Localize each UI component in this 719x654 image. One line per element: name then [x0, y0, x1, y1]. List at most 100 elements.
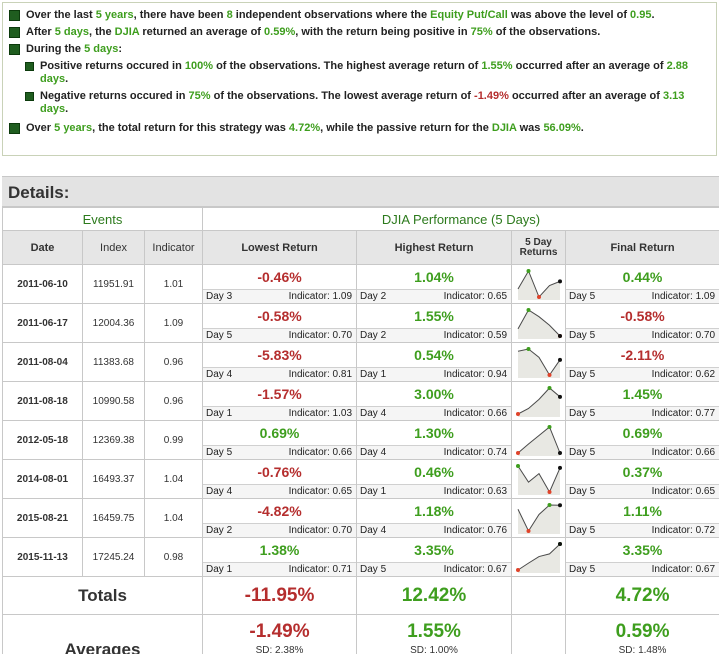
low-return-meta: Day 1 Indicator: 0.71 — [203, 562, 357, 576]
final-return-day: Day 5 — [569, 486, 596, 497]
low-return-cell: -1.57% Day 1 Indicator: 1.03 — [202, 381, 358, 421]
sparkline-cell — [511, 498, 567, 538]
sparkline-chart — [515, 542, 562, 573]
summary-sub-text-1: Positive returns occured in 100% of the … — [40, 60, 689, 85]
final-return-value: -0.58% — [620, 308, 665, 324]
high-return-day: Day 1 — [360, 369, 387, 380]
low-return-cell: -5.83% Day 4 Indicator: 0.81 — [202, 342, 358, 382]
table-row[interactable]: 2015-11-13 17245.24 0.98 1.38% Day 1 Indicato… — [2, 537, 719, 577]
bullet-icon — [9, 44, 20, 55]
table-row[interactable]: 2015-08-21 16459.75 1.04 -4.82% Day 2 Indicat… — [2, 498, 719, 538]
sparkline-chart — [517, 308, 562, 339]
bullet-icon — [25, 62, 34, 71]
final-return-value: 0.69% — [622, 425, 663, 441]
summary-bullet-4: Over 5 years, the total return for this … — [9, 122, 712, 135]
high-return-meta: Day 1 Indicator: 0.63 — [357, 484, 512, 498]
high-return-indicator: Indicator: 0.59 — [443, 330, 508, 341]
low-return-indicator: Indicator: 0.81 — [288, 369, 353, 380]
low-return-value: -0.76% — [257, 464, 302, 480]
row-indicator: 0.99 — [143, 420, 204, 460]
low-return-cell: 1.38% Day 1 Indicator: 0.71 — [202, 537, 358, 577]
final-return-day: Day 5 — [569, 330, 596, 341]
high-return-value: 3.35% — [414, 542, 454, 558]
low-return-day: Day 3 — [206, 291, 233, 302]
sparkline-line — [517, 426, 560, 454]
row-indicator: 1.04 — [143, 498, 204, 538]
table-row[interactable]: 2011-08-04 11383.68 0.96 -5.83% Day 4 Indicat… — [2, 342, 719, 382]
final-return-indicator: Indicator: 0.77 — [651, 408, 716, 419]
high-return-meta: Day 4 Indicator: 0.74 — [357, 445, 512, 459]
table-row[interactable]: 2012-05-18 12369.38 0.99 0.69% Day 5 Indicato… — [2, 420, 719, 460]
header-index[interactable]: Index — [82, 230, 145, 265]
table-row[interactable]: 2014-08-01 16493.37 1.04 -0.76% Day 4 Indicat… — [2, 459, 719, 499]
averages-row: Averages -1.49% SD: 2.38% 1.55% SD: 1.00% … — [1, 614, 719, 654]
high-return-indicator: Indicator: 0.65 — [443, 291, 508, 302]
low-return-day: Day 4 — [206, 486, 233, 497]
table-row[interactable]: 2011-06-17 12004.36 1.09 -0.58% Day 5 Indicat… — [2, 303, 719, 343]
low-return-value: -5.83% — [257, 347, 302, 363]
final-return-cell: -0.58% Day 5 Indicator: 0.70 — [565, 303, 719, 343]
sparkline-chart — [515, 464, 562, 495]
sparkline-last-point — [557, 279, 562, 284]
low-return-indicator: Indicator: 0.70 — [288, 330, 353, 341]
totals-spark-empty — [511, 576, 567, 615]
sparkline-cell — [511, 537, 567, 577]
sparkline-last-point — [557, 357, 562, 362]
table-row[interactable]: 2011-08-18 10990.58 0.96 -1.57% Day 1 Indicat… — [2, 381, 719, 421]
row-date: 2014-08-01 — [2, 459, 83, 499]
row-indicator: 0.98 — [143, 537, 204, 577]
low-return-day: Day 5 — [206, 330, 233, 341]
column-header-row: Date Index Indicator Lowest Return Highe… — [2, 230, 719, 265]
row-date: 2012-05-18 — [2, 420, 83, 460]
final-return-cell: -2.11% Day 5 Indicator: 0.62 — [565, 342, 719, 382]
sparkline-last-point — [557, 503, 562, 508]
summary-sub-text-2: Negative returns occured in 75% of the o… — [40, 90, 685, 115]
final-return-meta: Day 5 Indicator: 0.77 — [566, 406, 719, 420]
header-5-day-returns[interactable]: 5 Day Returns — [511, 230, 567, 265]
low-return-value: -0.46% — [257, 269, 302, 285]
high-return-meta: Day 1 Indicator: 0.94 — [357, 367, 512, 381]
high-return-value: 1.30% — [414, 425, 454, 441]
sparkline-last-point — [557, 451, 562, 455]
averages-highest-value: 1.55% — [407, 621, 461, 642]
final-return-cell: 0.69% Day 5 Indicator: 0.66 — [565, 420, 719, 460]
low-return-day: Day 4 — [206, 369, 233, 380]
summary-text-3: During the 5 days: — [26, 43, 122, 55]
totals-final: 4.72% — [565, 576, 719, 615]
sparkline-low-point — [515, 412, 520, 416]
header-final-return[interactable]: Final Return — [565, 230, 719, 265]
low-return-cell: -4.82% Day 2 Indicator: 0.70 — [202, 498, 358, 538]
row-index: 16493.37 — [82, 459, 145, 499]
summary-text-4: Over 5 years, the total return for this … — [26, 122, 584, 134]
sparkline-last-point — [557, 334, 562, 338]
low-return-value: -4.82% — [257, 503, 302, 519]
final-return-cell: 3.35% Day 5 Indicator: 0.67 — [565, 537, 719, 577]
final-return-indicator: Indicator: 0.66 — [651, 447, 716, 458]
final-return-day: Day 5 — [569, 525, 596, 536]
high-return-value: 3.00% — [414, 386, 454, 402]
high-return-cell: 1.04% Day 2 Indicator: 0.65 — [356, 264, 513, 304]
low-return-indicator: Indicator: 1.09 — [288, 291, 353, 302]
final-return-cell: 1.11% Day 5 Indicator: 0.72 — [565, 498, 719, 538]
sparkline-area — [517, 544, 560, 573]
high-return-indicator: Indicator: 0.67 — [443, 564, 508, 575]
final-return-indicator: Indicator: 0.67 — [651, 564, 716, 575]
summary-bullet-1: Over the last 5 years, there have been 8… — [9, 9, 712, 22]
final-return-cell: 1.45% Day 5 Indicator: 0.77 — [565, 381, 719, 421]
high-return-indicator: Indicator: 0.94 — [443, 369, 508, 380]
header-date[interactable]: Date — [2, 230, 83, 265]
row-date: 2011-08-04 — [2, 342, 83, 382]
final-return-day: Day 5 — [569, 447, 596, 458]
high-return-day: Day 2 — [360, 330, 387, 341]
high-return-day: Day 4 — [360, 408, 387, 419]
summary-text-1: Over the last 5 years, there have been 8… — [26, 9, 655, 21]
table-row[interactable]: 2011-06-10 11951.91 1.01 -0.46% Day 3 Indicat… — [2, 264, 719, 304]
sparkline-area — [517, 310, 560, 339]
sparkline-cell — [511, 342, 567, 382]
averages-highest: 1.55% SD: 1.00% — [356, 614, 513, 654]
sparkline-chart — [515, 386, 562, 417]
header-highest-return[interactable]: Highest Return — [356, 230, 513, 265]
header-lowest-return[interactable]: Lowest Return — [202, 230, 358, 265]
final-return-indicator: Indicator: 0.72 — [651, 525, 716, 536]
header-indicator[interactable]: Indicator — [143, 230, 204, 265]
